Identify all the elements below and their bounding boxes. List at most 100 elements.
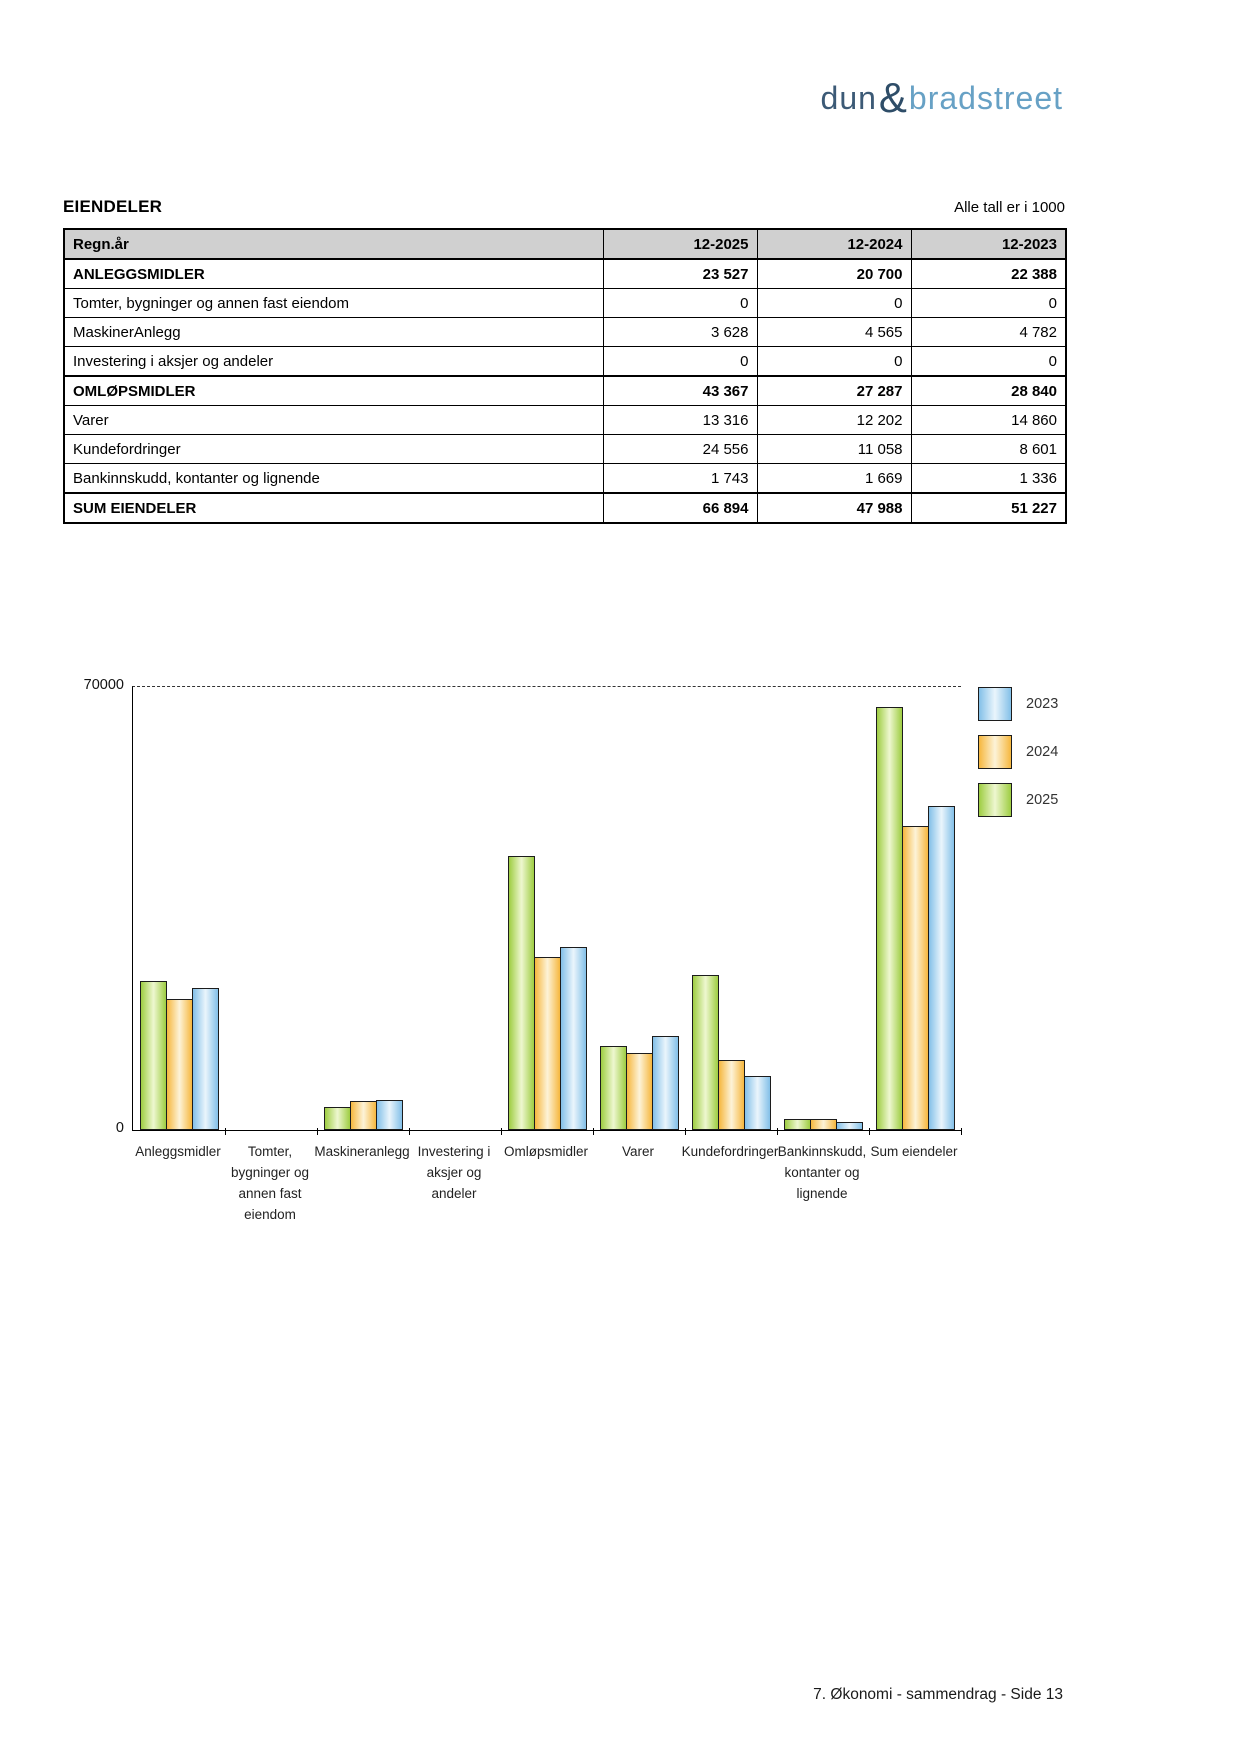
table-row: MaskinerAnlegg 3 628 4 565 4 782 xyxy=(63,317,1067,347)
row-value: 43 367 xyxy=(602,375,758,406)
row-value: 24 556 xyxy=(602,434,758,464)
legend-item-2024: 2024 xyxy=(978,735,1058,769)
category-label-line: annen fast xyxy=(238,1186,302,1201)
bar-2025-0 xyxy=(140,981,167,1130)
row-label: OMLØPSMIDLER xyxy=(63,375,604,406)
assets-table-body: ANLEGGSMIDLER 23 527 20 700 22 388 Tomter, b… xyxy=(63,258,1067,524)
category-label-line: andeler xyxy=(431,1186,477,1201)
column-header-3: 12-2023 xyxy=(910,228,1067,260)
row-label: Bankinnskudd, kontanter og lignende xyxy=(63,463,604,494)
row-value: 22 388 xyxy=(910,258,1067,289)
category-label-line: eiendom xyxy=(244,1207,296,1222)
chart-legend: 2023 2024 2025 xyxy=(978,687,1058,831)
dun-bradstreet-logo: dun&bradstreet xyxy=(820,77,1063,123)
x-axis-tick xyxy=(777,1128,778,1135)
row-value: 4 782 xyxy=(910,317,1067,347)
x-axis-tick xyxy=(501,1128,502,1135)
column-header-1: 12-2025 xyxy=(602,228,758,260)
x-axis-tick xyxy=(225,1128,226,1135)
x-axis-tick xyxy=(593,1128,594,1135)
logo-text-bradstreet: bradstreet xyxy=(908,80,1063,116)
row-label: ANLEGGSMIDLER xyxy=(63,258,604,289)
table-row: Kundefordringer 24 556 11 058 8 601 xyxy=(63,434,1067,464)
row-value: 0 xyxy=(756,288,912,318)
bar-2024-6 xyxy=(718,1060,745,1130)
bar-2024-0 xyxy=(166,999,193,1130)
table-row: ANLEGGSMIDLER 23 527 20 700 22 388 xyxy=(63,258,1067,289)
bar-2025-5 xyxy=(600,1046,627,1130)
bar-2023-8 xyxy=(928,806,955,1130)
bar-2023-7 xyxy=(836,1122,863,1130)
logo-text-dun: dun xyxy=(820,80,877,116)
page-footer: 7. Økonomi - sammendrag - Side 13 xyxy=(813,1686,1063,1703)
legend-label-2023: 2023 xyxy=(1026,696,1059,712)
table-row: Tomter, bygninger og annen fast eiendom 0… xyxy=(63,288,1067,318)
category-label-line: Kundefordringer xyxy=(681,1144,779,1159)
column-header-0: Regn.år xyxy=(63,228,604,260)
row-value: 1 669 xyxy=(756,463,912,494)
legend-swatch-2023 xyxy=(978,687,1012,721)
row-value: 47 988 xyxy=(756,492,912,524)
table-row: SUM EIENDELER 66 894 47 988 51 227 xyxy=(63,492,1067,524)
category-label: Tomter, bygninger og annen fast eiendom xyxy=(195,1141,345,1225)
table-row: Varer 13 316 12 202 14 860 xyxy=(63,405,1067,435)
bar-2024-2 xyxy=(350,1101,377,1130)
table-row: OMLØPSMIDLER 43 367 27 287 28 840 xyxy=(63,375,1067,406)
category-label: Investering i aksjer og andeler xyxy=(379,1141,529,1204)
category-label-line: Varer xyxy=(621,1144,654,1159)
bar-2023-4 xyxy=(560,947,587,1130)
row-value: 11 058 xyxy=(756,434,912,464)
row-value: 0 xyxy=(910,346,1067,377)
category-label-line: Tomter, xyxy=(247,1144,293,1159)
legend-label-2024: 2024 xyxy=(1026,744,1059,760)
y-axis-zero-label: 0 xyxy=(115,1120,124,1136)
bar-2023-5 xyxy=(652,1036,679,1130)
table-row: Investering i aksjer og andeler 0 0 0 xyxy=(63,346,1067,377)
x-axis-category-labels: Anleggsmidler Tomter, bygninger og annen fa… xyxy=(132,1141,960,1241)
x-axis-tick xyxy=(685,1128,686,1135)
x-axis-tick xyxy=(869,1128,870,1135)
row-value: 66 894 xyxy=(602,492,758,524)
row-value: 13 316 xyxy=(602,405,758,435)
category-label-line: Maskineranlegg xyxy=(314,1144,410,1159)
category-label-line: kontanter og xyxy=(784,1165,860,1180)
row-value: 8 601 xyxy=(910,434,1067,464)
row-value: 0 xyxy=(910,288,1067,318)
bar-2024-4 xyxy=(534,957,561,1130)
row-label: SUM EIENDELER xyxy=(63,492,604,524)
y-axis-max-label: 70000 xyxy=(83,677,124,693)
row-label: Tomter, bygninger og annen fast eiendom xyxy=(63,288,604,318)
row-value: 0 xyxy=(602,346,758,377)
row-label: MaskinerAnlegg xyxy=(63,317,604,347)
row-value: 12 202 xyxy=(756,405,912,435)
legend-item-2023: 2023 xyxy=(978,687,1058,721)
category-label: Anleggsmidler xyxy=(103,1141,253,1162)
bar-2025-7 xyxy=(784,1119,811,1130)
section-title: EIENDELER xyxy=(63,197,163,216)
category-label: Sum eiendeler xyxy=(839,1141,989,1162)
bar-2025-8 xyxy=(876,707,903,1130)
row-label: Varer xyxy=(63,405,604,435)
row-label: Kundefordringer xyxy=(63,434,604,464)
legend-item-2025: 2025 xyxy=(978,783,1058,817)
category-label-line: lignende xyxy=(796,1186,848,1201)
bar-2024-7 xyxy=(810,1119,837,1130)
row-value: 4 565 xyxy=(756,317,912,347)
row-value: 51 227 xyxy=(910,492,1067,524)
category-label-line: Anleggsmidler xyxy=(135,1144,221,1159)
row-value: 1 336 xyxy=(910,463,1067,494)
category-label: Omløpsmidler xyxy=(471,1141,621,1162)
category-label: Varer xyxy=(563,1141,713,1162)
row-label: Investering i aksjer og andeler xyxy=(63,346,604,377)
bar-2023-2 xyxy=(376,1100,403,1130)
row-value: 0 xyxy=(602,288,758,318)
row-value: 20 700 xyxy=(756,258,912,289)
assets-table: Regn.år 12-2025 12-2024 12-2023 ANLEGGSMIDL… xyxy=(63,228,1067,524)
category-label: Kundefordringer xyxy=(655,1141,805,1162)
legend-label-2025: 2025 xyxy=(1026,792,1059,808)
row-value: 1 743 xyxy=(602,463,758,494)
bar-chart-plot-area xyxy=(132,686,962,1135)
ampersand-icon: & xyxy=(878,74,907,121)
category-label-line: aksjer og xyxy=(426,1165,482,1180)
category-label-line: Investering i xyxy=(417,1144,491,1159)
